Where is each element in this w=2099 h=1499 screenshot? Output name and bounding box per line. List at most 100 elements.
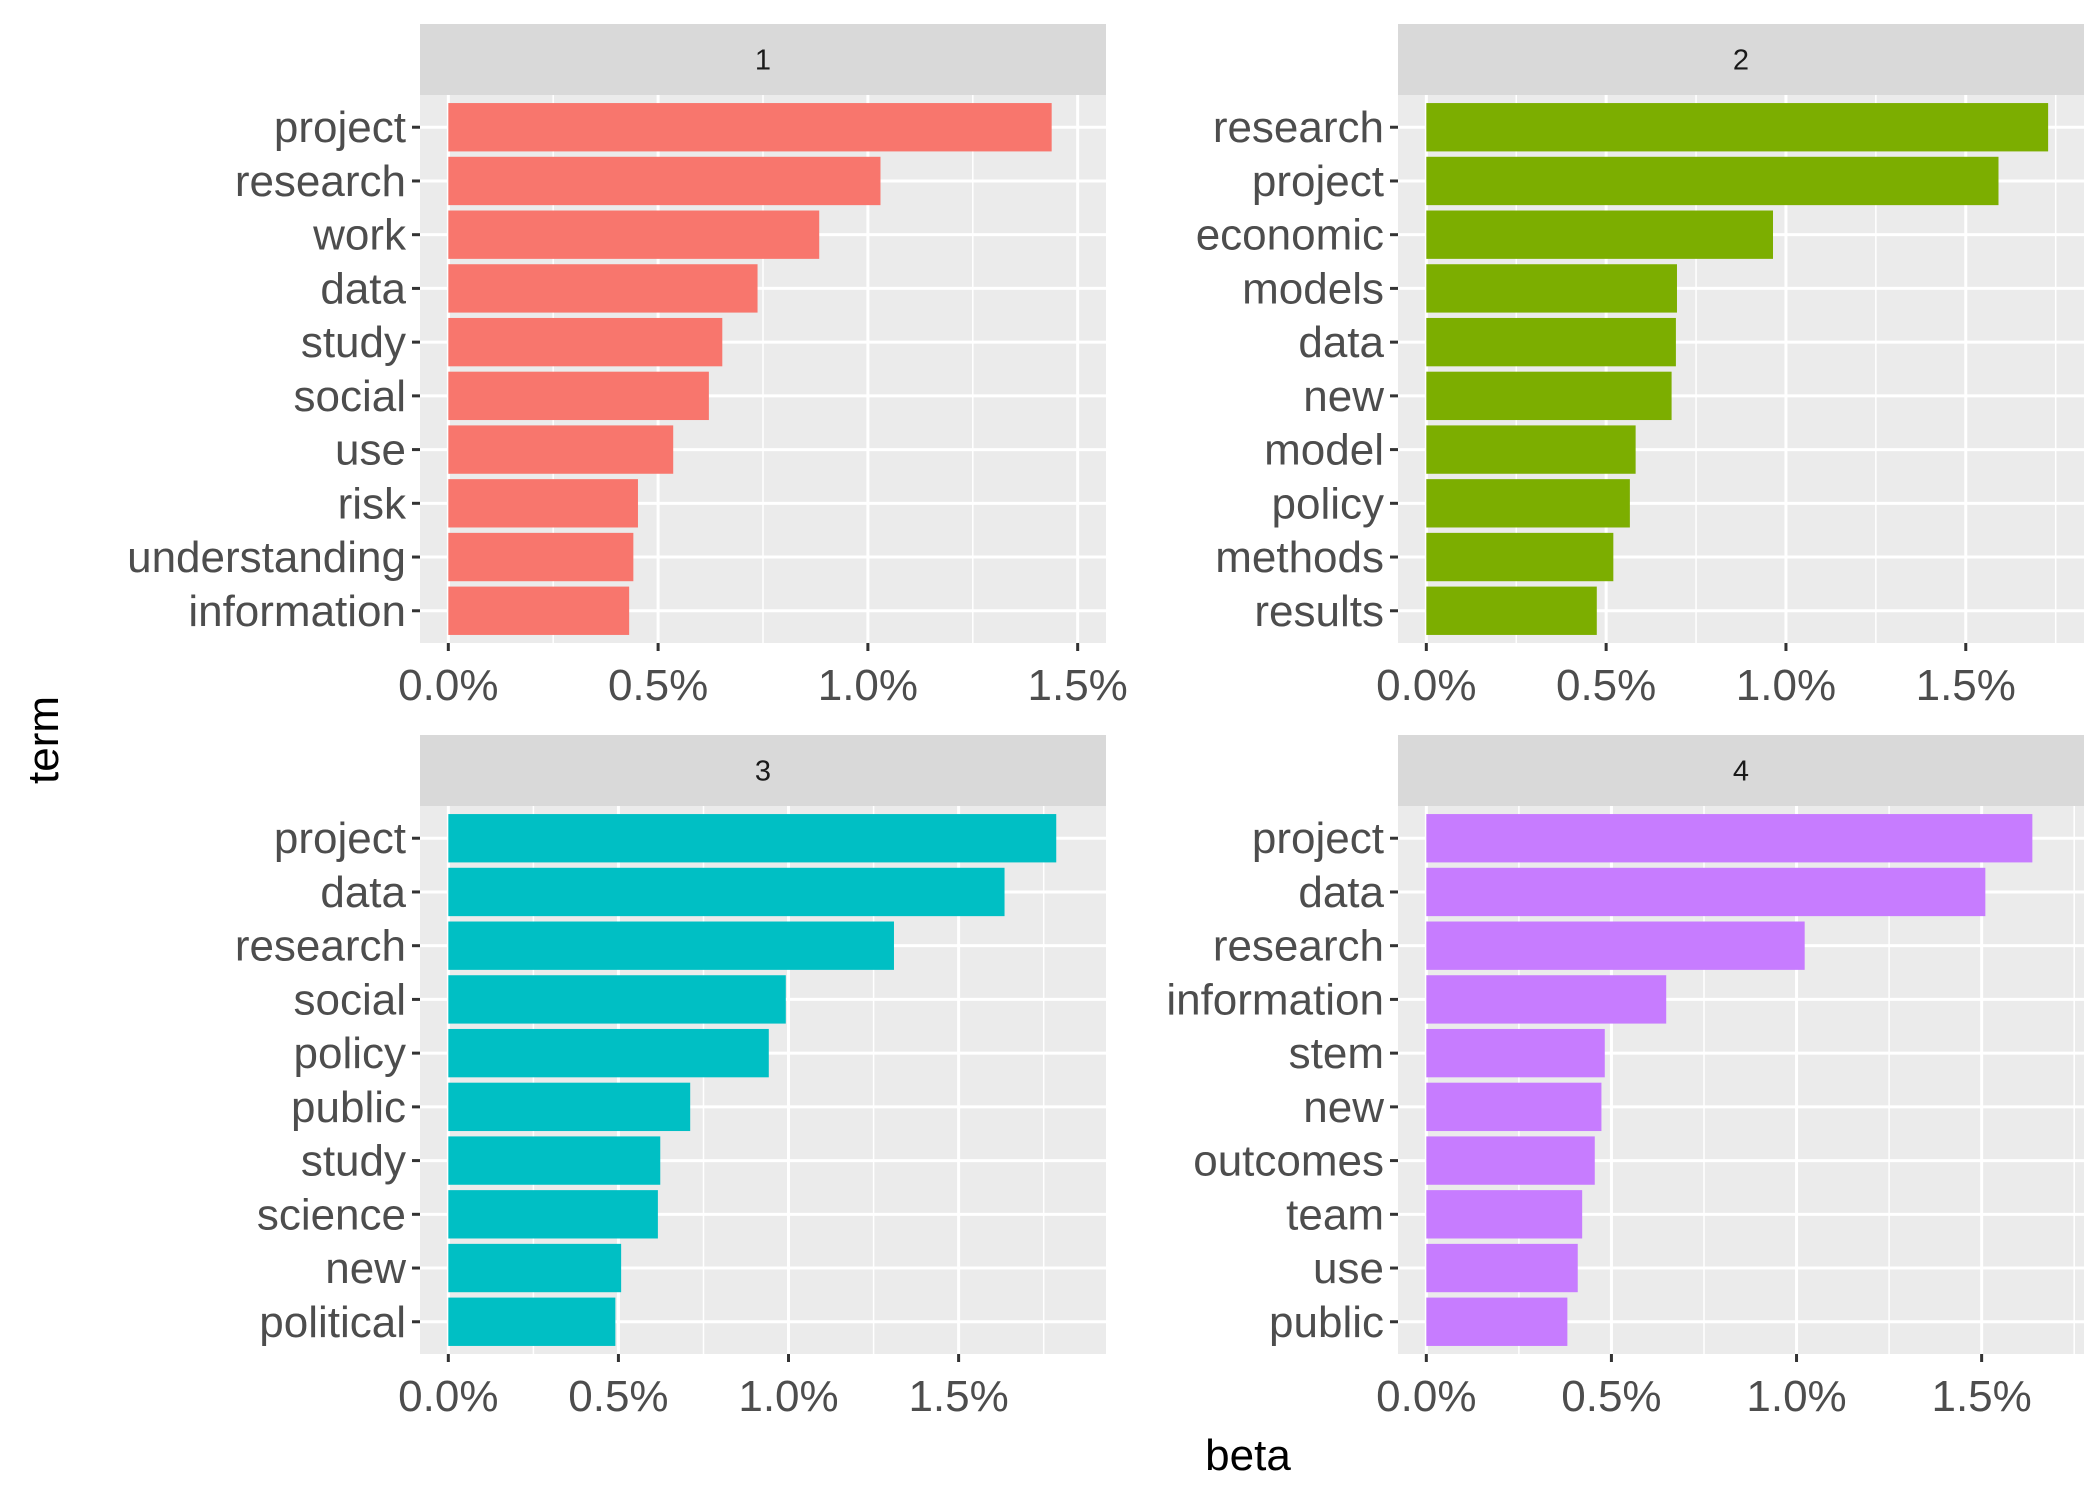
facet-strip <box>1398 735 2084 806</box>
term-label: policy <box>294 1029 407 1078</box>
term-label: social <box>294 372 407 421</box>
term-label: methods <box>1215 533 1384 582</box>
term-label: new <box>1303 372 1384 421</box>
term-label: work <box>312 211 407 260</box>
x-tick-label: 1.5% <box>1916 661 2016 710</box>
bar-outcomes <box>1426 1136 1595 1185</box>
y-axis-title: term <box>19 696 68 784</box>
bar-project <box>1426 156 1999 206</box>
term-label: research <box>235 922 406 971</box>
bar-data <box>448 867 1005 917</box>
bar-study <box>448 1136 661 1185</box>
bar-science <box>448 1190 658 1239</box>
bar-project <box>448 814 1057 863</box>
bar-public <box>448 1082 691 1132</box>
bar-new <box>1426 371 1672 421</box>
bar-political <box>448 1297 616 1346</box>
bar-social <box>448 975 786 1024</box>
term-label: information <box>1166 975 1384 1024</box>
x-tick-label: 0.0% <box>1376 1372 1476 1421</box>
bar-information <box>1426 975 1667 1024</box>
term-label: study <box>301 318 406 367</box>
x-tick-label: 1.0% <box>1746 1372 1846 1421</box>
term-label: use <box>335 426 406 475</box>
bar-use <box>448 425 674 474</box>
term-label: public <box>291 1083 406 1132</box>
bar-team <box>1426 1190 1583 1239</box>
term-label: understanding <box>127 533 406 582</box>
term-label: project <box>1252 814 1384 863</box>
bar-new <box>448 1243 622 1293</box>
bar-methods <box>1426 532 1614 582</box>
bar-stem <box>1426 1028 1605 1078</box>
term-label: outcomes <box>1193 1137 1384 1186</box>
bar-data <box>448 264 758 313</box>
term-label: research <box>1213 103 1384 152</box>
facet-strip <box>420 24 1106 95</box>
term-label: data <box>320 868 406 917</box>
term-label: study <box>301 1137 406 1186</box>
x-tick-label: 0.5% <box>568 1372 668 1421</box>
term-label: research <box>1213 922 1384 971</box>
term-label: data <box>1298 868 1384 917</box>
facet-strip-label: 2 <box>1733 45 1749 77</box>
bar-study <box>448 317 723 367</box>
facet-strip <box>1398 24 2084 95</box>
term-label: public <box>1269 1298 1384 1347</box>
facet-panels: 1projectresearchworkdatastudysocialuseri… <box>127 24 2084 1421</box>
bar-risk <box>448 479 638 528</box>
term-label: use <box>1313 1244 1384 1293</box>
bar-policy <box>1426 479 1630 528</box>
term-label: policy <box>1272 479 1385 528</box>
x-tick-label: 0.0% <box>1376 661 1476 710</box>
x-axis-title: beta <box>1205 1431 1291 1480</box>
x-tick-label: 0.5% <box>1556 661 1656 710</box>
term-label: data <box>1298 318 1384 367</box>
term-label: project <box>274 814 406 863</box>
term-label: social <box>294 975 407 1024</box>
term-label: model <box>1264 426 1384 475</box>
bar-research <box>1426 921 1805 970</box>
facet-strip <box>420 735 1106 806</box>
bar-project <box>1426 814 2033 863</box>
term-label: science <box>257 1190 406 1239</box>
term-label: new <box>325 1244 406 1293</box>
bar-research <box>448 156 881 206</box>
term-label: stem <box>1289 1029 1384 1078</box>
term-label: team <box>1286 1190 1384 1239</box>
bar-understanding <box>448 532 634 582</box>
bar-project <box>448 103 1052 152</box>
bar-public <box>1426 1297 1568 1346</box>
facet-strip-label: 3 <box>755 756 771 788</box>
bar-information <box>448 586 630 635</box>
term-label: political <box>259 1298 406 1347</box>
x-tick-label: 1.0% <box>1736 661 1836 710</box>
bar-policy <box>448 1028 769 1078</box>
term-label: project <box>274 103 406 152</box>
bar-models <box>1426 264 1677 313</box>
bar-data <box>1426 317 1676 367</box>
x-tick-label: 0.0% <box>398 1372 498 1421</box>
x-tick-label: 1.5% <box>1028 661 1128 710</box>
x-tick-label: 1.0% <box>818 661 918 710</box>
bar-work <box>448 210 820 259</box>
x-tick-label: 0.5% <box>1561 1372 1661 1421</box>
term-label: economic <box>1196 211 1384 260</box>
bar-social <box>448 371 709 421</box>
x-tick-label: 1.0% <box>738 1372 838 1421</box>
term-label: results <box>1254 587 1384 636</box>
term-label: models <box>1242 264 1384 313</box>
facet-strip-label: 4 <box>1733 756 1749 788</box>
bar-use <box>1426 1243 1578 1293</box>
bar-research <box>1426 103 2049 152</box>
bar-economic <box>1426 210 1774 259</box>
bar-research <box>448 921 894 970</box>
term-label: project <box>1252 157 1384 206</box>
term-label: data <box>320 264 406 313</box>
term-label: new <box>1303 1083 1384 1132</box>
bar-model <box>1426 425 1636 474</box>
